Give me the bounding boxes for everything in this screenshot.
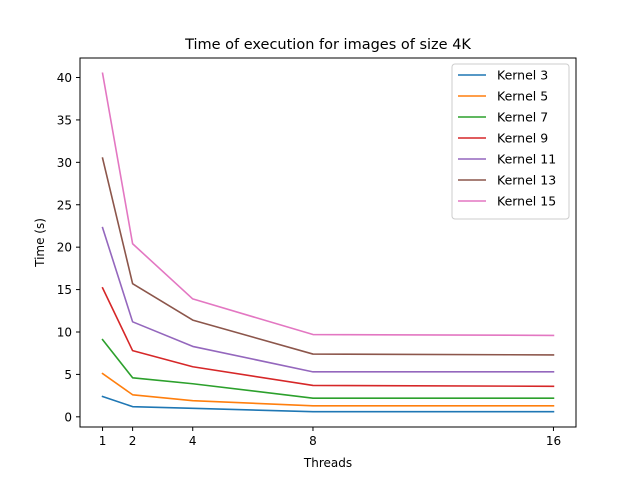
x-tick-label: 4 xyxy=(189,434,197,448)
legend-label: Kernel 15 xyxy=(497,194,556,209)
x-tick-label: 2 xyxy=(129,434,137,448)
series-line-kernel-3 xyxy=(101,395,555,413)
y-tick-label: 0 xyxy=(64,410,72,424)
legend-label: Kernel 3 xyxy=(497,68,548,83)
axes-layer: 1 2 4 8 16 0 5 10 15 20 25 30 35 40 xyxy=(57,71,561,448)
y-tick-label: 20 xyxy=(57,241,72,255)
y-tick-label: 10 xyxy=(57,325,72,339)
series-line-kernel-7 xyxy=(101,338,555,399)
y-tick-label: 5 xyxy=(64,368,72,382)
x-tick-label: 16 xyxy=(546,434,561,448)
series-layer xyxy=(101,72,555,413)
chart-title: Time of execution for images of size 4K xyxy=(184,37,471,53)
plot-frame xyxy=(79,57,577,428)
y-tick-label: 35 xyxy=(57,113,72,127)
series-line-kernel-5 xyxy=(101,372,555,407)
series-line-kernel-15 xyxy=(101,72,555,337)
y-tick-label: 30 xyxy=(57,156,72,170)
legend-label: Kernel 7 xyxy=(497,110,548,125)
legend-label: Kernel 9 xyxy=(497,131,548,146)
series-line-kernel-11 xyxy=(101,226,555,373)
x-axis-title: Threads xyxy=(303,456,352,470)
legend: Kernel 3 Kernel 5 Kernel 7 Kernel 9 Kernel 1… xyxy=(451,63,570,220)
y-tick-label: 15 xyxy=(57,283,72,297)
series-line-kernel-13 xyxy=(101,157,555,356)
legend-label: Kernel 5 xyxy=(497,89,548,104)
y-tick-label: 25 xyxy=(57,198,72,212)
x-tick-label: 8 xyxy=(309,434,317,448)
legend-label: Kernel 11 xyxy=(497,152,556,167)
x-tick-label: 1 xyxy=(99,434,107,448)
series-line-kernel-9 xyxy=(101,286,555,388)
y-tick-label: 40 xyxy=(57,71,72,85)
y-axis-title: Time (s) xyxy=(33,218,47,268)
legend-label: Kernel 13 xyxy=(497,173,556,188)
